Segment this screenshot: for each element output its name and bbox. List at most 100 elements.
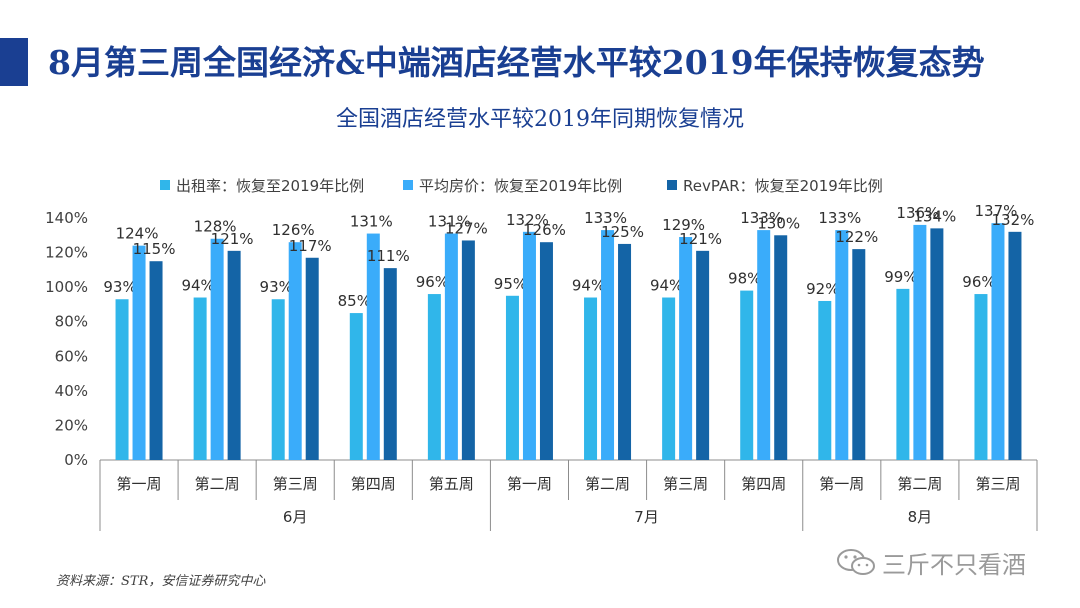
category-label: 第一周: [507, 475, 552, 493]
data-label: 111%: [367, 247, 410, 265]
category-label: 第二周: [195, 475, 240, 493]
bar: [444, 233, 458, 460]
bar: [974, 294, 988, 460]
page-title: 8月第三周全国经济&中端酒店经营水平较2019年保持恢复态势: [48, 43, 985, 82]
category-label: 第四周: [741, 475, 786, 493]
legend-swatch: [667, 180, 677, 190]
bar: [740, 290, 754, 460]
source-note: 资料来源：STR，安信证券研究中心: [56, 574, 266, 589]
data-label: 92%: [806, 280, 839, 298]
bar: [383, 268, 397, 460]
chart-title: 全国酒店经营水平较2019年同期恢复情况: [336, 107, 744, 132]
bar: [461, 240, 475, 460]
data-label: 136%: [896, 204, 939, 222]
watermark: 三斤不只看酒: [836, 545, 1026, 579]
bar: [149, 261, 163, 460]
data-label: 133%: [740, 209, 783, 227]
bar: [835, 230, 849, 460]
bar: [427, 294, 441, 460]
legend-label: RevPAR：恢复至2019年比例: [683, 177, 883, 195]
legend-swatch: [160, 180, 170, 190]
data-label: 122%: [835, 228, 878, 246]
y-tick-label: 60%: [55, 347, 88, 365]
bar: [601, 230, 615, 460]
bar: [696, 250, 710, 460]
data-label: 94%: [650, 277, 683, 295]
bar: [132, 245, 146, 460]
data-label: 137%: [975, 202, 1018, 220]
bar: [349, 313, 363, 460]
data-label: 98%: [728, 270, 761, 288]
data-label: 131%: [350, 213, 393, 231]
bar: [852, 249, 866, 460]
data-label: 128%: [194, 218, 237, 236]
data-label: 99%: [884, 268, 917, 286]
bar: [662, 297, 676, 460]
bar: [991, 223, 1005, 460]
data-label: 126%: [272, 221, 315, 239]
bar: [193, 297, 207, 460]
data-label: 85%: [338, 292, 371, 310]
wechat-icon: [837, 549, 875, 575]
bar: [618, 243, 632, 460]
group-label: 8月: [908, 508, 933, 526]
y-tick-label: 120%: [45, 244, 88, 262]
data-label: 132%: [992, 211, 1035, 229]
data-label: 121%: [679, 230, 722, 248]
data-label: 131%: [428, 213, 471, 231]
data-label: 96%: [962, 273, 995, 291]
bar: [679, 237, 693, 460]
data-label: 126%: [523, 221, 566, 239]
data-label: 125%: [601, 223, 644, 241]
legend-label: 出租率：恢复至2019年比例: [176, 177, 364, 195]
title-accent-bar: [0, 38, 28, 86]
category-label: 第二周: [897, 475, 942, 493]
category-label: 第三周: [663, 475, 708, 493]
bar: [210, 238, 224, 460]
data-label: 134%: [913, 207, 956, 225]
data-label: 95%: [494, 275, 527, 293]
bar: [757, 230, 771, 460]
data-label: 94%: [572, 277, 605, 295]
bar: [930, 228, 944, 460]
data-label: 115%: [133, 240, 176, 258]
legend-swatch: [403, 180, 413, 190]
y-tick-label: 80%: [55, 313, 88, 331]
data-label: 129%: [662, 216, 705, 234]
category-label: 第四周: [351, 475, 396, 493]
category-label: 第五周: [429, 475, 474, 493]
data-label: 94%: [181, 277, 214, 295]
bar: [288, 242, 302, 460]
bar: [271, 299, 285, 460]
data-label: 124%: [116, 225, 159, 243]
data-label: 133%: [818, 209, 861, 227]
bar: [505, 295, 519, 460]
category-label: 第三周: [273, 475, 318, 493]
data-label: 117%: [289, 237, 332, 255]
y-tick-label: 140%: [45, 209, 88, 227]
data-label: 93%: [260, 278, 293, 296]
bar: [896, 288, 910, 460]
data-label: 132%: [506, 211, 549, 229]
data-label: 121%: [211, 230, 254, 248]
bar: [774, 235, 788, 460]
bar: [305, 257, 319, 460]
category-label: 第一周: [819, 475, 864, 493]
bar: [522, 231, 536, 460]
bar: [1008, 231, 1022, 460]
category-label: 第三周: [975, 475, 1020, 493]
bar: [913, 224, 927, 460]
data-label: 127%: [445, 219, 488, 237]
bar: [539, 242, 553, 460]
category-label: 第一周: [117, 475, 162, 493]
bar: [818, 300, 832, 460]
watermark-text: 三斤不只看酒: [882, 550, 1026, 579]
data-label: 133%: [584, 209, 627, 227]
group-label: 6月: [283, 508, 308, 526]
bar: [584, 297, 598, 460]
data-label: 93%: [103, 278, 136, 296]
bar: [227, 250, 241, 460]
y-tick-label: 20%: [55, 416, 88, 434]
group-label: 7月: [634, 508, 659, 526]
